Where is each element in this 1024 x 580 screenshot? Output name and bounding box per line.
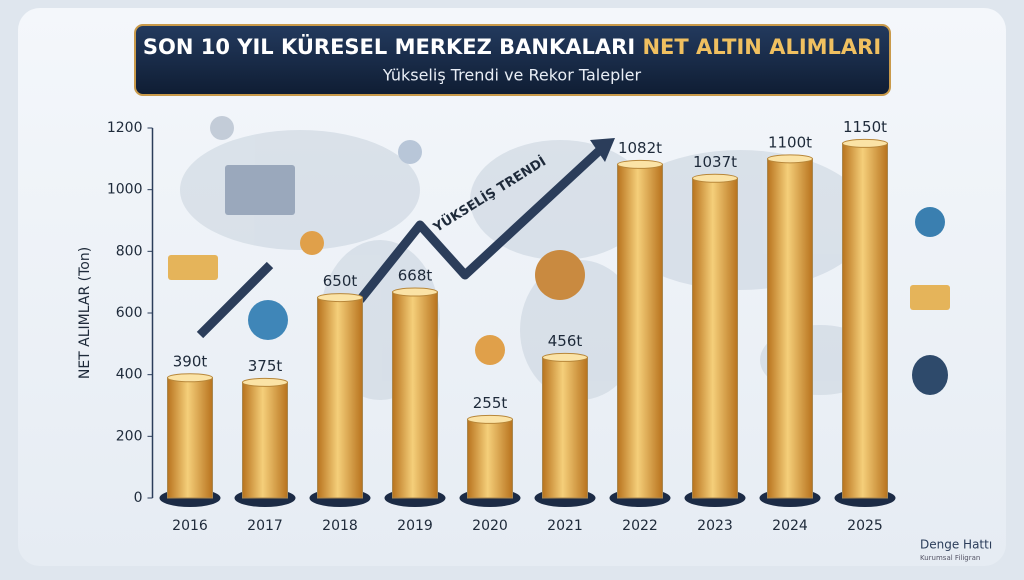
bar-cap — [542, 352, 588, 362]
bar-cap — [242, 377, 288, 387]
value-label: 1082t — [618, 139, 662, 157]
chart-title: SON 10 YIL KÜRESEL MERKEZ BANKALARI NET … — [143, 34, 881, 59]
y-tick-label: 200 — [116, 428, 143, 444]
value-label: 255t — [473, 394, 508, 412]
icons — [168, 116, 950, 395]
value-label: 650t — [323, 272, 358, 290]
x-tick-label: 2025 — [847, 518, 883, 534]
x-tick-label: 2016 — [172, 518, 208, 534]
bar — [692, 177, 738, 499]
y-tick-label: 1000 — [107, 182, 143, 198]
value-label: 390t — [173, 352, 208, 370]
title-part: SON 10 YIL KÜRESEL MERKEZ BANKALARI — [143, 34, 635, 59]
value-label: 668t — [398, 267, 433, 285]
bar — [167, 377, 213, 499]
bar — [467, 418, 513, 499]
y-tick-label: 400 — [116, 367, 143, 383]
bar — [842, 142, 888, 499]
value-label: 375t — [248, 357, 283, 375]
watermark: Denge Hattı — [920, 538, 992, 552]
value-label: 1100t — [768, 133, 812, 151]
bar-cap — [467, 414, 513, 424]
x-tick-label: 2024 — [772, 518, 808, 534]
y-tick-label: 1200 — [107, 120, 143, 136]
watermark-sub: Kurumsal Filigran — [920, 554, 980, 562]
y-axis-label: NET ALIMLAR (Ton) — [77, 247, 93, 379]
bar — [392, 291, 438, 499]
value-label: 456t — [548, 332, 583, 350]
y-tick-label: 800 — [116, 243, 143, 259]
x-tick-label: 2023 — [697, 518, 733, 534]
title-box — [134, 24, 891, 96]
value-label: 1037t — [693, 153, 737, 171]
title-part: NET ALTIN ALIMLARI — [642, 35, 881, 59]
x-tick-label: 2021 — [547, 518, 583, 534]
x-tick-label: 2022 — [622, 518, 658, 534]
bar — [542, 356, 588, 499]
x-tick-label: 2020 — [472, 518, 508, 534]
y-tick-label: 0 — [134, 490, 143, 506]
bar-cap — [767, 154, 813, 164]
bar — [617, 163, 663, 499]
x-tick-label: 2019 — [397, 518, 433, 534]
x-tick-label: 2018 — [322, 518, 358, 534]
bar-cap — [842, 138, 888, 148]
y-tick-label: 600 — [116, 305, 143, 321]
x-tick-label: 2017 — [247, 518, 283, 534]
value-label: 1150t — [843, 118, 887, 136]
bar — [242, 381, 288, 499]
bar-cap — [617, 159, 663, 169]
bar-cap — [692, 173, 738, 183]
plot: 0 200 400 600 800 1000 1200 2016 390t 2017 375t 201… — [107, 118, 896, 534]
bar-cap — [392, 287, 438, 297]
trend-arrow-head — [590, 138, 615, 162]
bar — [767, 158, 813, 499]
bar-cap — [317, 293, 363, 303]
chart-subtitle: Yükseliş Trendi ve Rekor Talepler — [382, 66, 642, 85]
trend-arrow — [196, 146, 604, 339]
bar-cap — [167, 373, 213, 383]
bar — [317, 297, 363, 499]
